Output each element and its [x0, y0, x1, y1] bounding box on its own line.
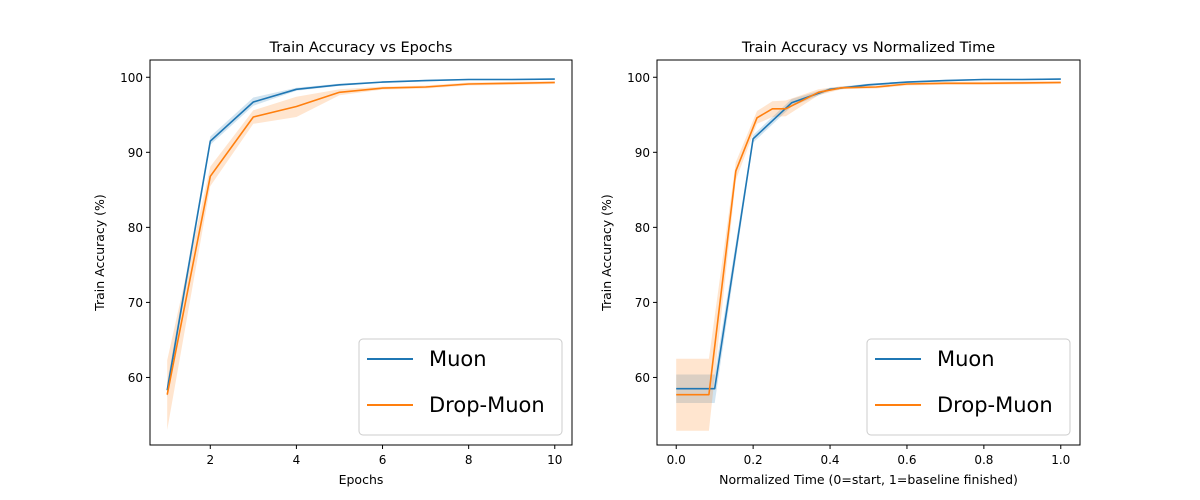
- x-tick-label: 4: [293, 453, 301, 467]
- x-tick-label: 0.0: [667, 453, 686, 467]
- legend: Muon Drop-Muon: [866, 338, 1071, 436]
- legend-box: [866, 338, 1071, 436]
- y-tick-label: 90: [635, 146, 650, 160]
- series-line-muon: [676, 78, 1061, 390]
- y-tick-label: 100: [120, 71, 143, 85]
- y-tick-label: 60: [128, 371, 143, 385]
- legend-label-drop-muon: Drop-Muon: [429, 393, 545, 417]
- legend-label-muon: Muon: [937, 347, 995, 371]
- series-line-drop-muon: [676, 81, 1061, 396]
- y-axis-label: Train Accuracy (%): [599, 194, 614, 312]
- x-tick-label: 0.4: [820, 453, 839, 467]
- y-tick-label: 80: [128, 221, 143, 235]
- y-tick-label: 100: [627, 71, 650, 85]
- y-tick-label: 70: [128, 296, 143, 310]
- epochs-chart: 2 4 6 8 10 60 70 80 90 100 Train Accuracy vs Epoch…: [92, 40, 573, 487]
- x-tick-label: 0.8: [974, 453, 993, 467]
- chart-title: Train Accuracy vs Epochs: [269, 40, 453, 56]
- x-tick-label: 6: [379, 453, 387, 467]
- x-tick-label: 8: [465, 453, 473, 467]
- legend-label-muon: Muon: [429, 347, 487, 371]
- chart-title: Train Accuracy vs Normalized Time: [741, 40, 995, 56]
- legend: Muon Drop-Muon: [358, 338, 563, 436]
- normalized-time-chart: 0.0 0.2 0.4 0.6 0.8 1.0 60 70 80 90 100 Train Accur…: [599, 40, 1081, 487]
- y-tick-label: 80: [635, 221, 650, 235]
- legend-label-drop-muon: Drop-Muon: [937, 393, 1053, 417]
- legend-box: [358, 338, 563, 436]
- series-line-muon: [166, 78, 555, 391]
- y-tick-label: 60: [635, 371, 650, 385]
- x-tick-label: 0.6: [897, 453, 916, 467]
- x-tick-label: 10: [547, 453, 562, 467]
- y-tick-label: 70: [635, 296, 650, 310]
- x-axis-label: Normalized Time (0=start, 1=baseline fin…: [719, 472, 1018, 487]
- axes-frame: [656, 59, 1081, 446]
- y-tick-label: 90: [128, 146, 143, 160]
- x-tick-label: 1.0: [1051, 453, 1070, 467]
- y-axis-label: Train Accuracy (%): [92, 194, 107, 312]
- axes-frame: [149, 59, 573, 446]
- x-tick-label: 0.2: [744, 453, 763, 467]
- x-tick-label: 2: [206, 453, 214, 467]
- series-line-drop-muon: [166, 81, 555, 395]
- x-axis-label: Epochs: [339, 472, 384, 487]
